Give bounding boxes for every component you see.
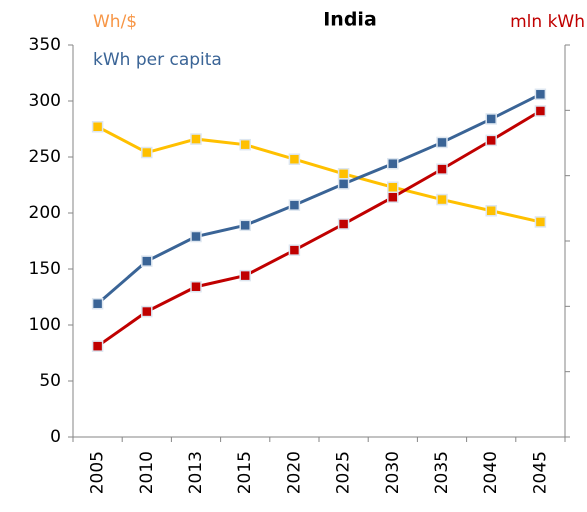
point xyxy=(91,340,104,352)
point xyxy=(534,88,547,101)
point xyxy=(387,157,399,170)
point xyxy=(288,199,301,211)
x-tick-label: 2015 xyxy=(235,451,255,494)
y-tick-label: 300 xyxy=(29,91,61,111)
legend-label: mln kWh xyxy=(510,12,585,32)
point xyxy=(190,230,202,243)
point xyxy=(337,218,350,230)
point xyxy=(239,219,251,232)
point xyxy=(436,163,448,175)
point xyxy=(141,305,153,318)
x-tick-label: 2020 xyxy=(284,451,304,494)
legend-label: kWh per capita xyxy=(93,50,222,70)
y-tick-label: 350 xyxy=(29,35,61,55)
series-line xyxy=(96,92,542,305)
y-tick-label: 0 xyxy=(50,427,61,447)
x-tick-label: 2013 xyxy=(186,451,206,494)
series-line xyxy=(96,109,542,348)
y-tick-label: 50 xyxy=(39,371,61,391)
y-tick-label: 250 xyxy=(29,147,61,167)
y-tick-label: 200 xyxy=(29,203,61,223)
point xyxy=(288,244,301,256)
point xyxy=(534,216,547,228)
point xyxy=(436,193,448,206)
point xyxy=(387,191,399,203)
x-tick-label: 2005 xyxy=(88,451,108,494)
point xyxy=(387,181,399,193)
point xyxy=(337,178,350,190)
point xyxy=(141,255,153,267)
point xyxy=(485,205,497,217)
point xyxy=(485,113,497,125)
x-tick-label: 2045 xyxy=(530,451,550,494)
point xyxy=(239,269,251,282)
point xyxy=(91,297,104,310)
y-tick-label: 150 xyxy=(29,259,61,279)
point xyxy=(534,105,547,117)
legend-label: Wh/$ xyxy=(93,12,137,32)
point xyxy=(91,121,104,133)
point xyxy=(141,146,153,159)
series-line xyxy=(96,125,541,224)
point xyxy=(190,280,202,293)
x-tick-label: 2035 xyxy=(432,451,452,494)
x-tick-label: 2010 xyxy=(137,451,157,494)
x-tick-label: 2040 xyxy=(481,451,501,494)
point xyxy=(190,133,202,145)
point xyxy=(239,138,251,151)
point xyxy=(436,136,448,149)
chart-title: India xyxy=(323,9,377,31)
point xyxy=(485,134,497,147)
point xyxy=(337,168,350,180)
point xyxy=(288,153,301,165)
x-tick-label: 2030 xyxy=(383,451,403,494)
y-tick-label: 100 xyxy=(29,315,61,335)
x-tick-label: 2025 xyxy=(334,451,354,494)
